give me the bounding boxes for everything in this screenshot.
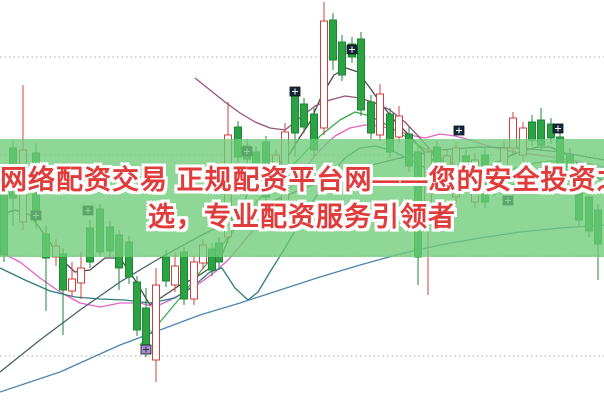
candle-down	[300, 103, 308, 128]
candle-down	[367, 101, 375, 134]
candle-up	[171, 265, 179, 286]
candle-up	[52, 245, 60, 258]
candle-up	[68, 278, 76, 292]
candle-up	[320, 20, 328, 129]
candle-down	[125, 241, 133, 278]
candle-down	[338, 41, 346, 76]
candle-up	[395, 115, 403, 138]
candle-up	[77, 267, 85, 284]
candle-down	[357, 38, 365, 111]
candle-down	[42, 233, 50, 259]
candle-down	[537, 119, 545, 146]
candle-down	[208, 248, 216, 271]
banner-title-line1: 网络配资交易 正规配资平台网——您的安全投资之	[0, 165, 604, 195]
candle-up	[376, 93, 384, 136]
candle-up	[190, 261, 198, 300]
promo-banner-text: 网络配资交易 正规配资平台网——您的安全投资之 选，专业配资服务引领者	[0, 162, 604, 236]
candle-down	[162, 256, 170, 282]
candle-down	[234, 126, 242, 158]
candle-down	[386, 113, 394, 153]
candle-down	[115, 234, 123, 269]
candle-down	[310, 113, 318, 151]
candle-down	[215, 242, 223, 263]
candle-down	[291, 93, 299, 134]
candle-up	[199, 244, 207, 264]
candle-down	[59, 253, 67, 291]
candle-down	[180, 251, 188, 300]
candle-up	[152, 284, 160, 361]
candle-down	[329, 19, 337, 61]
candle-up	[519, 127, 527, 156]
candle-down	[528, 121, 536, 141]
candle-down	[133, 281, 141, 331]
candle-up	[509, 117, 517, 149]
banner-title-line2: 选，专业配资服务引领者	[148, 202, 456, 232]
